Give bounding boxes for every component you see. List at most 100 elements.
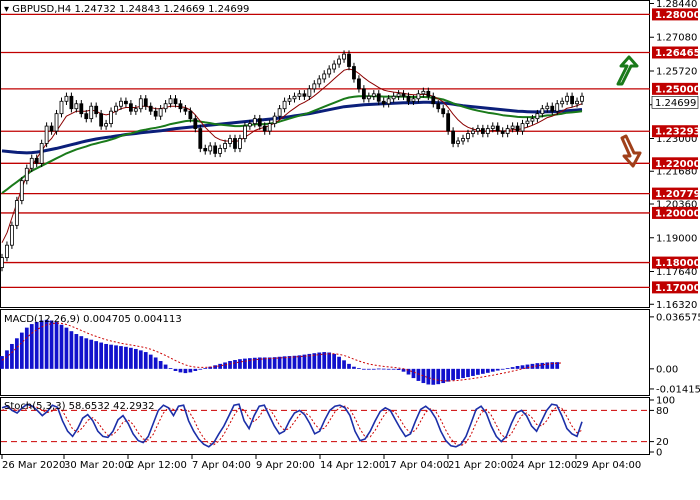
candle-body [431, 95, 436, 105]
price-tick-label: 1.28440 [656, 0, 697, 10]
candle-body [223, 143, 227, 149]
macd-bar [24, 327, 29, 369]
candle-body [208, 145, 213, 152]
macd-bar [401, 368, 406, 372]
macd-bar [446, 368, 451, 382]
macd-bar [74, 334, 79, 369]
macd-bar [495, 368, 500, 371]
stoch-panel [0, 397, 650, 455]
macd-bar [480, 368, 485, 374]
candle-body [317, 78, 322, 85]
level-tag [652, 256, 698, 269]
candle-body [158, 108, 163, 117]
macd-bar [124, 346, 128, 369]
macd-bar [193, 368, 198, 371]
macd-bar [19, 332, 24, 369]
macd-bar [362, 368, 366, 370]
candle-body [342, 53, 346, 60]
macd-bar [322, 352, 327, 369]
time-tick-label: 30 Mar 20:00 [64, 460, 131, 471]
time-tick-label: 29 Apr 04:00 [576, 460, 641, 471]
macd-bar [436, 368, 441, 385]
candle-body [391, 95, 396, 100]
macd-bar [461, 368, 465, 379]
stoch-title: Stoch(5,3,3) 58.6532 42.2932 [4, 401, 155, 412]
candle-body [39, 143, 44, 164]
macd-bar [228, 361, 232, 369]
level-tag [652, 281, 698, 294]
macd-bar [119, 346, 123, 369]
macd-bar [456, 368, 460, 380]
level-tag [652, 187, 698, 200]
macd-bar [490, 368, 495, 372]
macd-bar [381, 368, 386, 370]
candle-body [352, 66, 356, 80]
candle-body [376, 93, 381, 102]
candle-body [426, 90, 431, 97]
macd-bar [520, 365, 525, 369]
candle-body [89, 105, 94, 120]
macd-bar [441, 368, 446, 384]
candle-body [381, 100, 386, 105]
macd-bar [79, 336, 84, 369]
candle-body [495, 125, 500, 132]
candle-body [371, 93, 376, 97]
level-tag [652, 8, 698, 21]
candle-body [337, 58, 341, 65]
macd-bar [406, 368, 411, 375]
candle-body [114, 105, 118, 112]
macd-bar [337, 356, 341, 369]
candle-body [366, 95, 371, 100]
macd-bar [352, 366, 356, 369]
macd-bar [505, 368, 510, 369]
ma-slow-line [1, 100, 583, 155]
candle-body [163, 103, 168, 110]
current-price-label: 1.24699 [655, 98, 696, 109]
macd-bar [129, 347, 133, 369]
macd-bar [84, 338, 89, 369]
price-tick-label: 1.19000 [656, 233, 697, 244]
candle-body [490, 125, 495, 129]
candle-body [168, 98, 173, 105]
macd-signal-line [1, 322, 563, 382]
candle-body [44, 125, 49, 144]
candle-body [456, 140, 460, 144]
macd-bar [277, 356, 282, 369]
macd-tick-label: 0.036575 [656, 312, 700, 323]
macd-bar [29, 324, 34, 369]
macd-bar [59, 324, 64, 369]
macd-bar [243, 358, 247, 369]
candle-body [238, 138, 242, 149]
current-price-tag [651, 96, 699, 109]
candle-body [357, 78, 361, 90]
candle-body [535, 113, 540, 120]
macd-bar [396, 368, 401, 370]
candle-body [451, 130, 456, 144]
time-tick-label: 7 Apr 04:00 [192, 460, 251, 471]
candle-body [54, 113, 59, 132]
macd-bar [386, 368, 391, 370]
macd-bar [188, 368, 193, 373]
macd-tick-label: -0.014153 [656, 384, 700, 395]
candle-body [198, 128, 203, 149]
time-tick-label: 9 Apr 20:00 [256, 460, 315, 471]
candle-body [99, 113, 104, 127]
macd-bar [515, 366, 520, 369]
candle-body [243, 125, 247, 139]
macd-bar [327, 352, 332, 369]
macd-bar [471, 368, 475, 376]
macd-bar [312, 353, 317, 369]
level-tag-label: 1.20000 [655, 208, 700, 219]
time-tick-label: 17 Apr 04:00 [384, 460, 449, 471]
candle-body [332, 63, 337, 70]
candle-body [406, 95, 411, 102]
macd-bar [133, 348, 138, 369]
candle-body [153, 110, 158, 117]
macd-bar [376, 368, 381, 370]
price-tick-label: 1.20360 [656, 200, 697, 211]
stoch-tick-label: 20 [656, 437, 669, 448]
down-arrow-icon [620, 134, 642, 168]
candle-body [411, 98, 416, 102]
macd-bar [366, 368, 371, 370]
